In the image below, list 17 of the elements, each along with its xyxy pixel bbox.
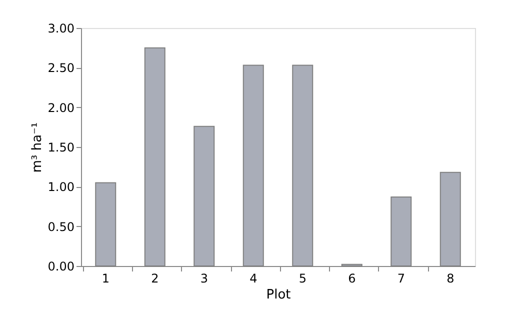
y-tick-label: 3.00 — [48, 22, 74, 36]
y-tick-label: 0.50 — [48, 220, 74, 234]
x-tick-label: 3 — [200, 272, 208, 286]
x-tick-label: 5 — [298, 272, 306, 286]
x-tick-label: 1 — [102, 272, 110, 286]
y-tick-label: 1.50 — [48, 140, 74, 154]
x-tick-label: 6 — [348, 272, 356, 286]
y-axis-title: m³ ha⁻¹ — [30, 122, 45, 173]
y-tick-label: 1.00 — [48, 180, 74, 194]
x-tick-label: 4 — [250, 272, 258, 286]
x-tick-label: 7 — [397, 272, 405, 286]
x-axis-title: Plot — [266, 288, 291, 302]
y-tick-label: 2.50 — [48, 61, 74, 76]
y-tick-label: 0.00 — [48, 260, 74, 274]
y-tick-label: 2.00 — [48, 100, 74, 115]
x-tick-label: 8 — [446, 272, 454, 286]
x-tick-label: 2 — [151, 272, 159, 286]
